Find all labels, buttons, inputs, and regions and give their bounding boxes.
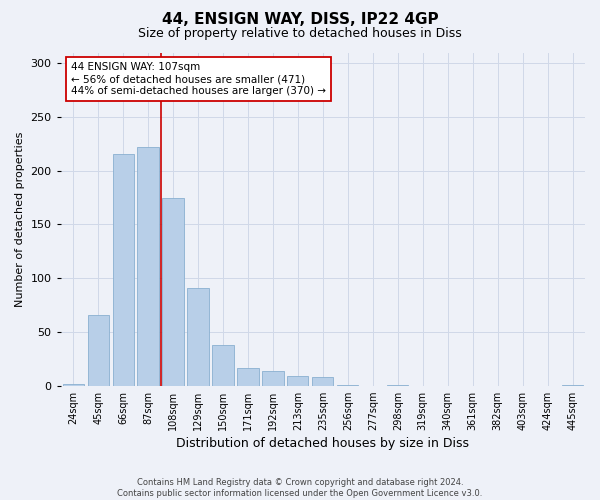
Text: 44, ENSIGN WAY, DISS, IP22 4GP: 44, ENSIGN WAY, DISS, IP22 4GP xyxy=(161,12,439,28)
Bar xyxy=(62,384,84,386)
Bar xyxy=(562,384,583,386)
Bar xyxy=(262,370,284,386)
Bar xyxy=(212,345,233,386)
Bar xyxy=(163,198,184,386)
Text: Size of property relative to detached houses in Diss: Size of property relative to detached ho… xyxy=(138,28,462,40)
Text: 44 ENSIGN WAY: 107sqm
← 56% of detached houses are smaller (471)
44% of semi-det: 44 ENSIGN WAY: 107sqm ← 56% of detached … xyxy=(71,62,326,96)
Bar xyxy=(113,154,134,386)
Bar xyxy=(187,288,209,386)
Bar xyxy=(137,147,159,386)
Y-axis label: Number of detached properties: Number of detached properties xyxy=(15,132,25,307)
Bar xyxy=(387,384,409,386)
Bar xyxy=(312,377,334,386)
Bar xyxy=(88,315,109,386)
Bar xyxy=(337,384,358,386)
Text: Contains HM Land Registry data © Crown copyright and database right 2024.
Contai: Contains HM Land Registry data © Crown c… xyxy=(118,478,482,498)
X-axis label: Distribution of detached houses by size in Diss: Distribution of detached houses by size … xyxy=(176,437,469,450)
Bar xyxy=(287,376,308,386)
Bar xyxy=(238,368,259,386)
